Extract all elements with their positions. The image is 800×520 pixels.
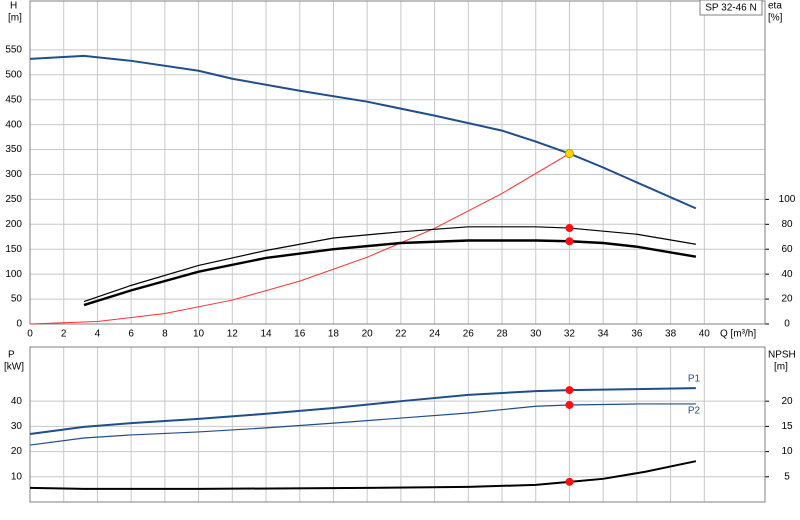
x-tick-label: 28 [496, 329, 508, 340]
y2-tick-label: 5 [784, 471, 790, 482]
y2-tick-label: 100 [779, 194, 796, 205]
x-tick-label: 40 [699, 329, 711, 340]
duty-point [564, 149, 574, 159]
curve [29, 153, 570, 325]
x-tick-label: 32 [564, 329, 576, 340]
x-tick-label: 34 [598, 329, 610, 340]
x-tick-label: 18 [328, 329, 340, 340]
curve [29, 403, 696, 446]
x-tick-label: 4 [95, 329, 101, 340]
x-tick-label: 6 [128, 329, 134, 340]
duty-point [565, 237, 574, 246]
y-tick-label: 10 [11, 471, 23, 482]
y-axis-label: H [10, 1, 17, 12]
x-tick-label: 8 [162, 329, 168, 340]
x-tick-label: 26 [463, 329, 475, 340]
curve [29, 460, 697, 490]
x-tick-label: 20 [362, 329, 374, 340]
chart-title: SP 32-46 N [705, 3, 757, 14]
y-tick-label: 50 [11, 294, 23, 305]
y2-axis-unit: [m] [774, 362, 788, 373]
curve-label: P2 [688, 406, 701, 417]
x-tick-label: 38 [665, 329, 677, 340]
y2-tick-label: 40 [781, 269, 793, 280]
x-axis-label: Q [m³/h] [720, 329, 756, 340]
y-tick-label: 500 [5, 69, 22, 80]
x-tick-label: 10 [193, 329, 205, 340]
y-tick-label: 300 [5, 169, 22, 180]
y-tick-label: 40 [11, 396, 23, 407]
duty-point [565, 400, 574, 409]
y2-axis-unit: [%] [768, 13, 783, 24]
plot-frame [29, 346, 766, 503]
y-tick-label: 400 [5, 119, 22, 130]
x-tick-label: 36 [631, 329, 643, 340]
x-tick-label: 14 [260, 329, 272, 340]
y-tick-label: 450 [5, 94, 22, 105]
curve [29, 387, 696, 435]
y-tick-label: 100 [5, 269, 22, 280]
plot-frame [29, 0, 766, 325]
y2-tick-label: 20 [781, 396, 793, 407]
x-tick-label: 12 [227, 329, 239, 340]
curve [29, 54, 697, 210]
y-axis-unit: [kW] [4, 362, 24, 373]
curve-label: P1 [688, 374, 701, 385]
x-tick-label: 16 [294, 329, 306, 340]
y-tick-label: 150 [5, 244, 22, 255]
y2-tick-label: 0 [784, 319, 790, 330]
y2-axis-label: eta [768, 1, 782, 12]
y-tick-label: 200 [5, 219, 22, 230]
duty-point [565, 224, 574, 233]
y-axis-label: P [8, 350, 15, 361]
y-tick-label: 350 [5, 144, 22, 155]
duty-point [565, 477, 574, 486]
y2-tick-label: 80 [781, 219, 793, 230]
y2-tick-label: 10 [781, 446, 793, 457]
y2-tick-label: 20 [781, 294, 793, 305]
curve [83, 226, 696, 303]
y2-tick-label: 15 [781, 421, 793, 432]
y2-axis-label: NPSH [768, 350, 796, 361]
x-tick-label: 30 [530, 329, 542, 340]
y-tick-label: 20 [11, 446, 23, 457]
y-tick-label: 550 [5, 44, 22, 55]
y-tick-label: 0 [16, 319, 22, 330]
x-tick-label: 24 [429, 329, 441, 340]
y-tick-label: 30 [11, 421, 23, 432]
y-tick-label: 250 [5, 194, 22, 205]
duty-point [565, 386, 574, 395]
x-tick-label: 22 [395, 329, 407, 340]
x-tick-label: 0 [27, 329, 33, 340]
y2-tick-label: 60 [781, 244, 793, 255]
curve [83, 239, 697, 307]
title-box [699, 0, 763, 16]
x-tick-label: 2 [61, 329, 67, 340]
y-axis-unit: [m] [8, 13, 22, 24]
